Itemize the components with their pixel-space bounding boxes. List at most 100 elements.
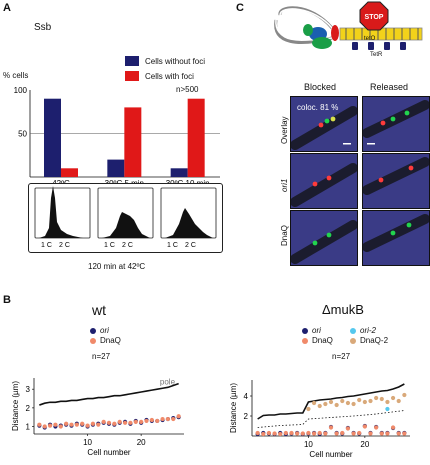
point-dnaq-2 [328,399,334,405]
point-dnaq [295,431,300,436]
point-dnaq-2 [362,399,367,405]
point-dnaq [334,431,339,436]
row-label-ori1: ori1 [280,178,289,192]
fluorescent-focus [378,177,384,183]
point-dnaq-2 [379,396,384,402]
point-dnaq [402,431,407,436]
bar-with-foci [124,107,142,177]
panel-a-letter: A [3,2,11,14]
mukb-legend-ori2: ori-2 [350,326,376,335]
tetr-protein [352,42,358,50]
histogram-xtick: 1 C [104,242,115,249]
point-dnaq [272,431,277,436]
cell-body [363,157,429,195]
micrograph-svg [363,100,429,145]
bar-without-foci [170,168,188,177]
scatter-ytick-label: 2 [244,412,249,421]
scatter-xlabel: Cell number [309,450,352,459]
point-dnaq [122,420,128,425]
point-dnaq [117,419,122,424]
fluorescent-focus [330,116,336,122]
histogram-group: 1 C 2 C 1 C 2 C 1 C 2 C [28,183,223,253]
scale-bar [343,143,351,145]
histogram-area [39,186,83,238]
mukb-legend-dnaq-label: DnaQ [312,336,333,345]
scatter-ylabel: Distance (µm) [11,381,20,431]
panel-a-n-label: n>500 [176,85,199,94]
point-dnaq [42,424,47,429]
histogram-xtick: 2 C [59,242,70,249]
point-dnaq [171,416,176,422]
scatter-xtick-label: 20 [137,438,146,447]
point-dnaq [368,431,373,436]
scatter-xlabel: Cell number [87,448,130,457]
legend-label-with-foci: Cells with foci [145,71,194,81]
fluorescent-focus [312,181,318,187]
mukb-legend-ori2-label: ori-2 [360,326,377,335]
wt-legend-ori-label: ori [100,326,109,335]
fluorescent-focus [390,230,396,236]
micrograph-overlay-blocked [290,96,358,152]
wt-legend-ori-dot [90,327,96,334]
mukb-legend-ori2-dot [350,327,356,334]
point-dnaq [74,422,79,427]
mukb-legend-dnaq2-dot [350,337,356,344]
replisome-red [331,25,339,41]
legend-without-foci: Cells without foci [125,56,205,66]
point-dnaq [261,431,266,437]
mukb-legend-ori-label: ori [312,326,321,335]
scatter-xtick-label: 10 [83,438,92,447]
scatter-charts: 1 2 3 10 20 Cell number Distance (µm) pole 2 4 10 2… [11,378,410,459]
point-dnaq [278,431,283,437]
fluorescent-focus [312,240,318,246]
point-dnaq [144,418,149,424]
tetr-label: TetR [370,52,383,58]
fluorescent-focus [380,120,386,126]
point-dnaq [53,422,58,427]
point-dnaq [255,430,260,436]
point-dnaq-2 [334,402,339,408]
point-dnaq-2 [390,395,396,401]
legend-with-foci: Cells with foci [125,71,194,81]
point-dnaq [340,430,345,436]
mukb-legend-dnaq: DnaQ [302,336,333,345]
scatter-ytick-label: 4 [244,392,249,401]
point-dnaq [345,426,351,431]
replication-fork-diagram: STOP tetO TetR [274,1,423,58]
point-dnaq [323,431,328,436]
stop-icon [359,1,389,31]
histogram-xtick: 1 C [167,242,178,249]
bar-without-foci [107,159,125,177]
row-label-dnaq: DnaQ [280,225,289,246]
bar-chart: 5010042ºC30ºC 5 min30ºC 10 min [14,86,220,188]
micrograph-svg [291,220,357,264]
point-dnaq [139,419,144,424]
point-dnaq [85,423,90,428]
histogram-area [102,212,150,238]
point-dnaq-2 [396,398,401,404]
panel-a-protein-label: Ssb [34,22,52,33]
stop-text: STOP [365,14,384,21]
micrograph-ori1-released [362,153,430,209]
cell-body [291,163,357,207]
histogram-caption: 120 min at 42ºC [88,262,146,271]
bar-ytick-label: 100 [14,86,28,95]
micrograph-dnaq-blocked [290,210,358,266]
point-dnaq [362,424,367,429]
histogram-area [165,208,213,238]
panel-a-ylabel: % cells [3,71,29,80]
point-dnaq [385,431,390,436]
wt-legend-dnaq: DnaQ [90,336,121,345]
point-dnaq-2 [385,399,390,405]
point-dnaq [328,425,334,430]
panel-c-letter: C [236,2,244,14]
point-dnaq-2 [357,397,362,403]
scatter-ytick-label: 1 [26,423,31,432]
point-dnaq-2 [323,401,328,407]
legend-swatch-without-foci [125,56,139,66]
point-dnaq [160,416,165,422]
wt-title: wt [92,302,106,318]
point-dnaq [128,420,133,425]
bar-with-foci [187,98,205,177]
pole-label: pole [160,378,176,387]
